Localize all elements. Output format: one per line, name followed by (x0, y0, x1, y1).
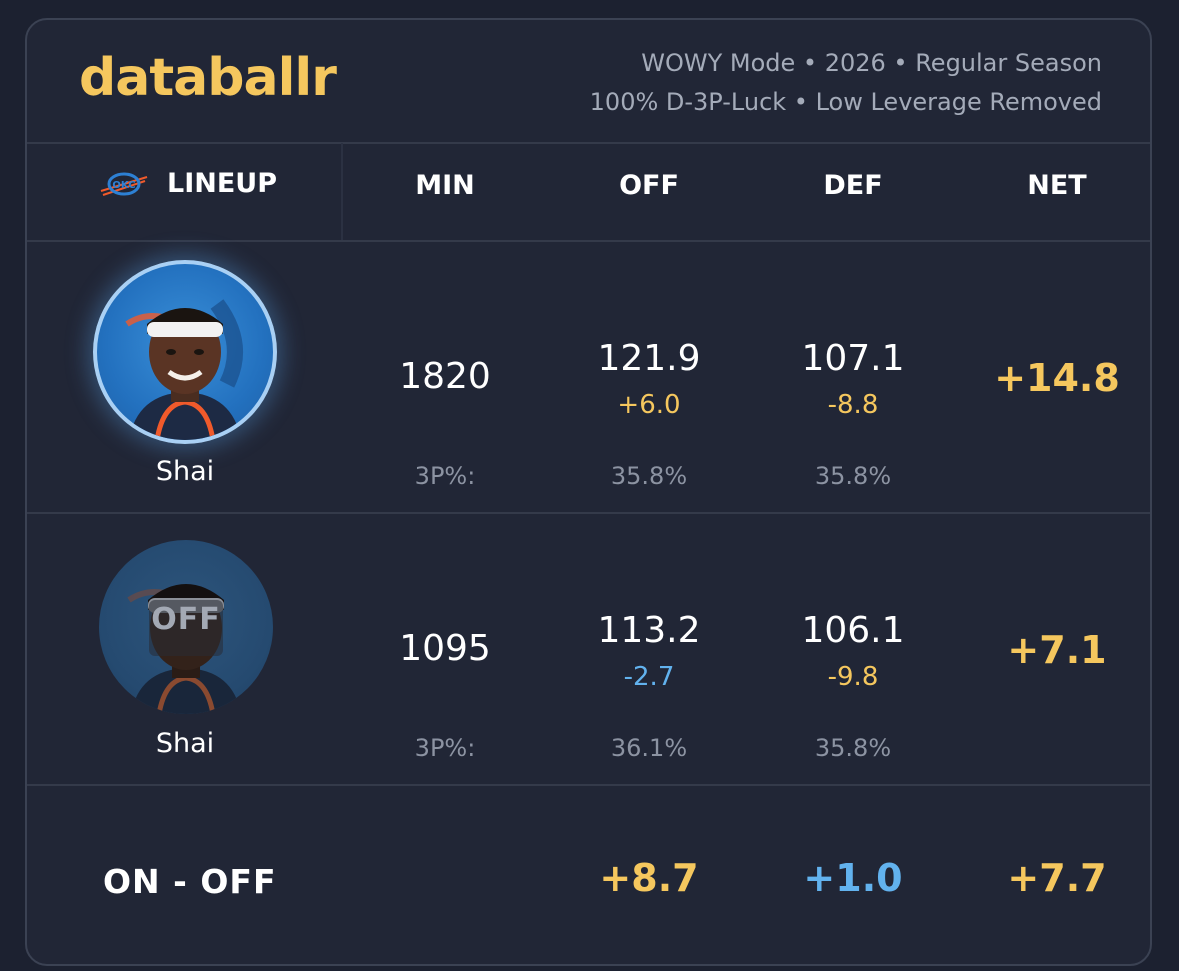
on-off-def-diff: +1.0 (803, 856, 903, 900)
divider (27, 784, 1150, 786)
okc-thunder-logo-icon: OKC (100, 172, 148, 196)
net-rating: +7.1 (1007, 628, 1107, 672)
three-point-label: 3P%: (414, 734, 476, 762)
svg-text:OKC: OKC (112, 180, 135, 191)
player-name: Shai (155, 456, 215, 487)
off-delta: -2.7 (623, 662, 675, 692)
three-point-label: 3P%: (414, 462, 476, 490)
minutes-value: 1095 (399, 628, 491, 669)
lineup-header-label: LINEUP (167, 168, 278, 199)
off-rating: 113.2 (597, 610, 701, 651)
on-off-label: ON - OFF (103, 862, 277, 901)
header-divider (341, 143, 343, 241)
def-delta: -8.8 (827, 390, 879, 420)
net-rating: +14.8 (994, 356, 1120, 400)
player-avatar-off[interactable]: OFF (99, 540, 273, 714)
column-header-off[interactable]: OFF (619, 170, 679, 201)
off-badge: OFF (151, 602, 221, 637)
filter-subtitle: 100% D-3P-Luck • Low Leverage Removed (589, 88, 1102, 116)
def-delta: -9.8 (827, 662, 879, 692)
on-off-net-diff: +7.7 (1007, 856, 1107, 900)
off-three-point-pct: 35.8% (610, 462, 688, 490)
def-rating: 106.1 (801, 610, 905, 651)
column-header-net[interactable]: NET (1027, 170, 1087, 201)
off-delta: +6.0 (617, 390, 681, 420)
column-header-min[interactable]: MIN (415, 170, 475, 201)
def-three-point-pct: 35.8% (814, 734, 892, 762)
def-rating: 107.1 (801, 338, 905, 379)
player-avatar-on[interactable] (93, 260, 277, 444)
minutes-value: 1820 (399, 356, 491, 397)
divider (27, 240, 1150, 242)
def-three-point-pct: 35.8% (814, 462, 892, 490)
player-name: Shai (155, 728, 215, 759)
on-off-off-diff: +8.7 (599, 856, 699, 900)
brand-logo[interactable]: databallr (79, 48, 337, 108)
player-headshot-dimmed-icon (127, 584, 241, 714)
divider (27, 142, 1150, 144)
card-header: databallr WOWY Mode • 2026 • Regular Sea… (27, 20, 1150, 142)
off-three-point-pct: 36.1% (610, 734, 688, 762)
divider (27, 512, 1150, 514)
off-rating: 121.9 (597, 338, 701, 379)
player-headshot-icon (125, 299, 243, 440)
column-header-def[interactable]: DEF (823, 170, 883, 201)
mode-subtitle: WOWY Mode • 2026 • Regular Season (641, 49, 1102, 77)
column-header-lineup: OKC LINEUP (99, 168, 277, 199)
wowy-card: databallr WOWY Mode • 2026 • Regular Sea… (25, 18, 1152, 966)
